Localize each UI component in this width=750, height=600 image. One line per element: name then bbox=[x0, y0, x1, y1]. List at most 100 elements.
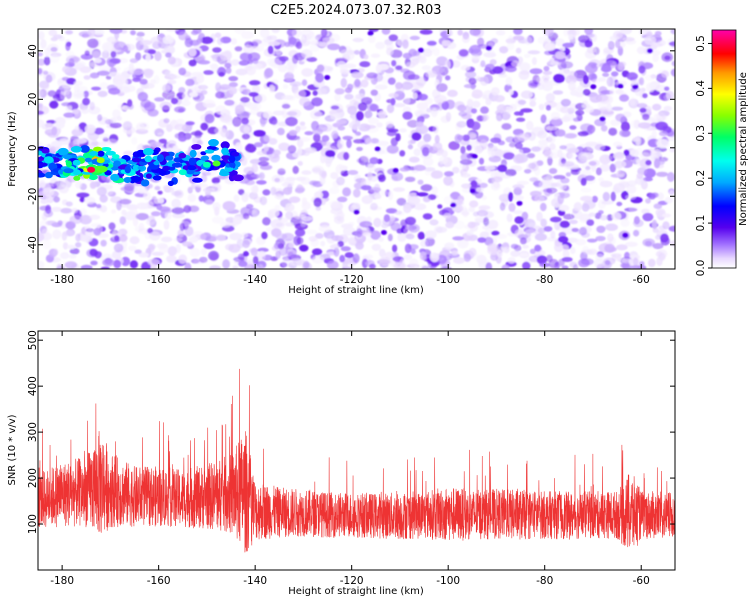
heatmap-noise-cell bbox=[563, 29, 570, 37]
snr-y-axis-label: SNR (10 * v/v) bbox=[7, 414, 18, 485]
heatmap-noise-cell bbox=[241, 31, 254, 40]
heatmap-noise-cell bbox=[462, 134, 470, 142]
heatmap-noise-cell bbox=[402, 111, 413, 120]
heatmap-echo-peak bbox=[96, 157, 105, 164]
heatmap-noise-cell bbox=[395, 65, 403, 71]
heatmap-noise-cell bbox=[301, 197, 308, 206]
heatmap-noise-cell bbox=[157, 132, 164, 139]
heatmap-noise-cell bbox=[619, 94, 630, 102]
heatmap-noise-cell bbox=[534, 244, 542, 252]
heatmap-noise-cell bbox=[39, 205, 51, 211]
heatmap-noise-cell bbox=[239, 52, 253, 62]
heatmap-noise-cell bbox=[467, 221, 476, 229]
heatmap-noise-cell bbox=[243, 166, 255, 175]
heatmap-noise-cell bbox=[69, 215, 83, 225]
heatmap-noise-cell bbox=[139, 39, 153, 46]
heatmap-panel: -180 -160 -140 -120 -100 -80 -60 -40 -20 0 20 40 H… bbox=[7, 28, 676, 296]
heatmap-noise-cell bbox=[664, 55, 671, 60]
heatmap-noise-cell bbox=[233, 194, 240, 202]
heatmap-echo-cell bbox=[221, 155, 231, 160]
heatmap-noise-cell bbox=[288, 242, 295, 249]
heatmap-noise-cell bbox=[126, 204, 139, 211]
heatmap-noise-cell bbox=[559, 220, 570, 229]
heatmap-echo-cell bbox=[113, 160, 121, 167]
heatmap-noise-cell bbox=[332, 243, 340, 249]
heatmap-noise-cell bbox=[81, 108, 89, 114]
heatmap-noise-cell bbox=[241, 133, 251, 140]
heatmap-noise-cell bbox=[246, 102, 258, 110]
y-tick-label: 400 bbox=[27, 376, 39, 396]
heatmap-noise-cell bbox=[315, 233, 324, 239]
heatmap-noise-cell bbox=[409, 258, 419, 268]
heatmap-noise-cell bbox=[272, 149, 281, 156]
heatmap-noise-cell bbox=[529, 68, 543, 75]
heatmap-noise-cell bbox=[66, 244, 76, 250]
heatmap-noise-cell bbox=[625, 241, 638, 247]
heatmap-noise-cell bbox=[380, 189, 388, 196]
heatmap-noise-cell bbox=[397, 233, 407, 242]
heatmap-noise-cell bbox=[72, 109, 80, 115]
heatmap-noise-cell bbox=[302, 150, 310, 156]
heatmap-noise-cell bbox=[215, 82, 222, 92]
heatmap-noise-cell bbox=[234, 46, 243, 52]
heatmap-noise-cell bbox=[450, 202, 457, 208]
heatmap-noise-cell bbox=[331, 130, 339, 139]
heatmap-noise-cell bbox=[362, 232, 372, 237]
heatmap-noise-cell bbox=[287, 145, 297, 154]
heatmap-noise-cell bbox=[60, 252, 70, 260]
snr-y-ticks: 100 200 300 400 500 bbox=[27, 330, 675, 534]
heatmap-noise-cell bbox=[652, 243, 664, 250]
heatmap-noise-cell bbox=[462, 171, 469, 179]
heatmap-noise-cell bbox=[116, 200, 122, 211]
heatmap-noise-cell bbox=[560, 61, 574, 69]
heatmap-noise-cell bbox=[579, 213, 592, 222]
heatmap-noise-cell bbox=[544, 42, 556, 51]
heatmap-noise-cell bbox=[361, 258, 369, 269]
heatmap-noise-cell bbox=[143, 192, 152, 201]
heatmap-noise-cell bbox=[51, 126, 58, 136]
heatmap-noise-cell bbox=[113, 74, 126, 85]
heatmap-noise-cell bbox=[623, 149, 630, 157]
heatmap-noise-cell bbox=[100, 266, 110, 269]
heatmap-noise-cell bbox=[613, 141, 623, 148]
heatmap-noise-cell bbox=[124, 184, 134, 193]
heatmap-noise-cell bbox=[330, 113, 341, 120]
heatmap-noise-cell bbox=[259, 29, 270, 38]
heatmap-noise-cell bbox=[659, 131, 668, 137]
heatmap-noise-cell bbox=[188, 59, 197, 67]
heatmap-noise-cell bbox=[79, 214, 92, 225]
heatmap-noise-cell bbox=[395, 84, 405, 94]
heatmap-noise-cell bbox=[501, 264, 510, 269]
heatmap-noise-cell bbox=[347, 105, 357, 115]
heatmap-noise-cell bbox=[62, 230, 75, 237]
heatmap-noise-cell bbox=[285, 203, 295, 212]
heatmap-noise-cell bbox=[274, 177, 281, 183]
heatmap-noise-cell bbox=[42, 239, 51, 250]
heatmap-noise-cell bbox=[512, 210, 524, 215]
heatmap-noise-cell bbox=[664, 86, 670, 91]
heatmap-echo-cell bbox=[187, 165, 197, 171]
heatmap-noise-cell bbox=[185, 78, 195, 87]
heatmap-noise-cell bbox=[129, 236, 140, 245]
heatmap-noise-cell bbox=[299, 244, 309, 252]
heatmap-noise-cell bbox=[188, 47, 197, 57]
heatmap-noise-cell bbox=[526, 120, 534, 131]
heatmap-noise-cell bbox=[515, 142, 523, 150]
heatmap-noise-cell bbox=[301, 170, 312, 175]
heatmap-noise-cell bbox=[565, 75, 577, 85]
heatmap-noise-cell bbox=[584, 63, 598, 74]
heatmap-noise-cell bbox=[285, 177, 297, 181]
heatmap-noise-cell bbox=[510, 250, 521, 257]
heatmap-noise-cell bbox=[141, 68, 155, 76]
heatmap-noise-cell bbox=[550, 216, 562, 223]
heatmap-noise-cell bbox=[609, 35, 620, 41]
x-tick-label: -160 bbox=[147, 274, 171, 286]
heatmap-noise-cell bbox=[527, 50, 541, 55]
heatmap-noise-cell bbox=[234, 142, 243, 153]
heatmap-noise-cell bbox=[353, 138, 365, 144]
heatmap-noise-cell bbox=[346, 138, 352, 149]
heatmap-noise-cell bbox=[262, 189, 271, 196]
heatmap-noise-cell bbox=[574, 91, 585, 98]
heatmap-noise-cell bbox=[641, 208, 650, 214]
heatmap-noise-cell bbox=[49, 54, 60, 64]
